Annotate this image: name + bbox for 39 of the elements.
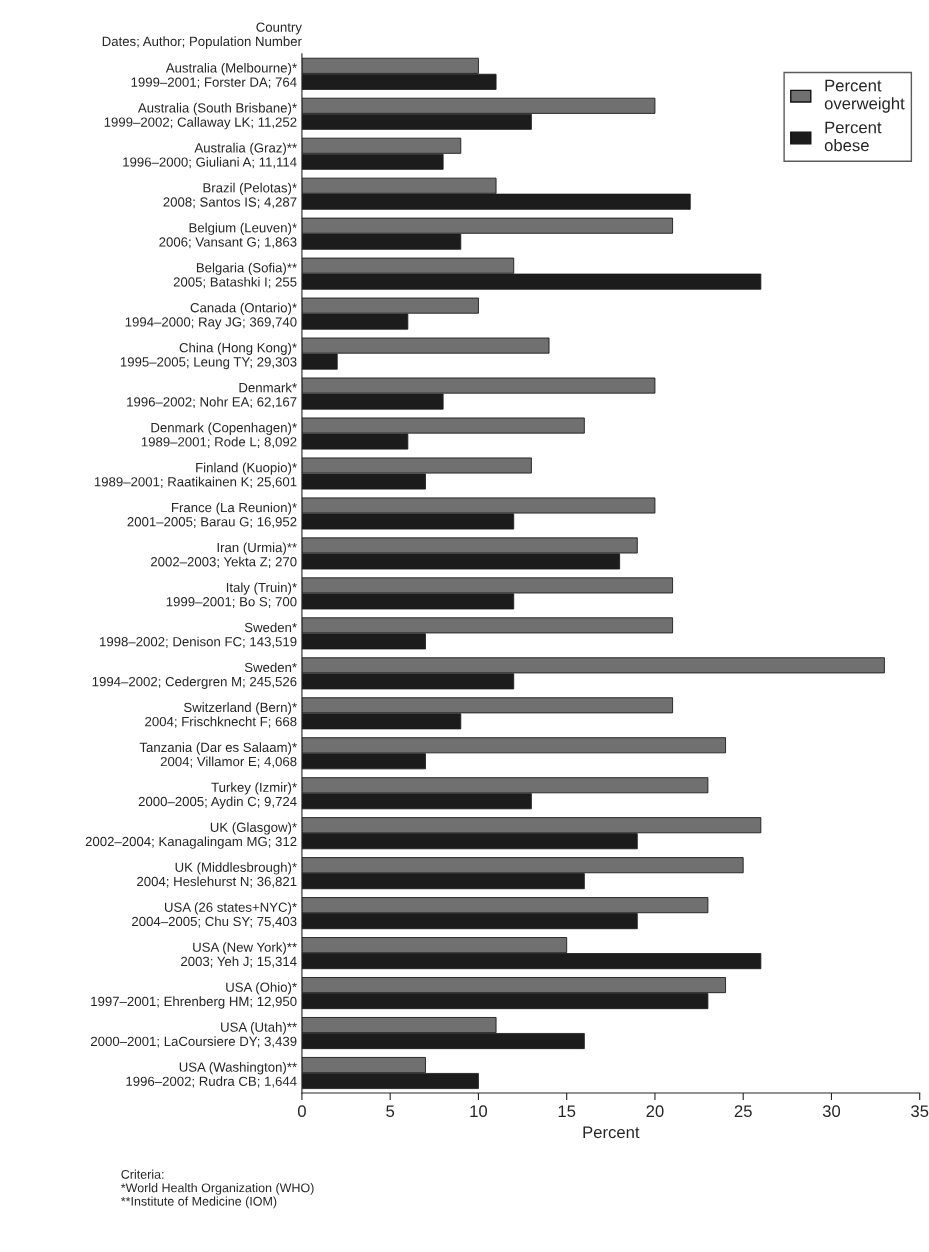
legend-label: Percent obese: [824, 121, 882, 152]
y-tick-label: Australia (South Brisbane)* 1999–2002; Callaway LK; 11,252: [104, 102, 297, 130]
y-tick-label: Iran (Urmia)** 2002–2003; Yekta Z; 270: [150, 542, 297, 568]
text: Criteria: *World Health Organization (WHO) **Institute of Medicine (IOM): [120, 1169, 314, 1209]
x-tick-label: 0: [297, 1105, 306, 1118]
y-tick-label: Canada (Ontario)* 1994–2000; Ray JG; 369,740: [125, 302, 297, 330]
y-tick-label: USA (New York)** 2003; Yeh J; 15,314: [181, 942, 297, 968]
x-tick-label: 20: [646, 1105, 664, 1118]
x-tick-label: 15: [558, 1105, 576, 1118]
y-tick-label: Finland (Kuopio)* 1989–2001; Raatikainen K; 25,601: [94, 462, 297, 489]
y-tick-label: Tanzania (Dar es Salaam)* 2004; Villamor E; 4,068: [139, 742, 297, 768]
y-tick-label: Switzerland (Bern)* 2004; Frischknecht F; 668: [145, 702, 297, 728]
x-tick-label: 35: [911, 1105, 929, 1118]
y-tick-label: Denmark (Copenhagen)* 1989–2001; Rode L; 8,092: [141, 422, 297, 449]
y-tick-label: USA (26 states+NYC)* 2004–2005; Chu SY; 75,403: [132, 902, 297, 928]
x-tick-label: 25: [734, 1105, 752, 1118]
y-tick-label: Australia (Melbourne)* 1999–2001; Forster DA; 764: [131, 62, 297, 89]
y-tick-label: Brazil (Pelotas)* 2008; Santos IS; 4,287: [163, 182, 297, 209]
y-tick-label: USA (Ohio)* 1997–2001; Ehrenberg HM; 12,950: [91, 982, 297, 1009]
y-tick-label: France (La Reunion)* 2001–2005; Barau G; 16,952: [127, 502, 297, 528]
y-tick-label: Sweden* 1994–2002; Cedergren M; 245,526: [92, 662, 297, 689]
y-tick-label: UK (Middlesbrough)* 2004; Heslehurst N; 36,821: [137, 862, 297, 888]
y-tick-label: Turkey (Izmir)* 2000–2005; Aydin C; 9,724: [138, 782, 297, 809]
y-tick-label: Denmark* 1996–2002; Nohr EA; 62,167: [127, 382, 297, 409]
y-tick-label: UK (Glasgow)* 2002–2004; Kanagalingam MG; 312: [85, 822, 297, 849]
y-tick-label: Belgium (Leuven)* 2006; Vansant G; 1,863: [159, 222, 297, 249]
x-tick-label: 5: [386, 1105, 395, 1118]
y-tick-label: Sweden* 1998–2002; Denison FC; 143,519: [100, 622, 297, 648]
y-axis-title: Country Dates; Author; Population Number: [102, 22, 302, 49]
y-tick-label: Italy (Truin)* 1999–2001; Bo S; 700: [166, 582, 297, 608]
legend-label: Percent overweight: [824, 79, 905, 113]
y-tick-label: USA (Washington)** 1996–2002; Rudra CB; 1,644: [126, 1062, 297, 1088]
y-tick-label: Belgaria (Sofia)** 2005; Batashki I; 255: [173, 262, 297, 289]
y-tick-label: China (Hong Kong)* 1995–2005; Leung TY; 29,303: [120, 342, 297, 370]
x-tick-label: 30: [822, 1105, 841, 1118]
y-tick-label: USA (Utah)** 2000–2001; LaCoursiere DY; 3,439: [91, 1022, 297, 1048]
x-tick-label: 10: [470, 1105, 488, 1118]
y-tick-label: Australia (Graz)** 1996–2000; Giuliani A; 11,114: [123, 142, 297, 169]
x-axis-title: Percent: [583, 1126, 640, 1139]
